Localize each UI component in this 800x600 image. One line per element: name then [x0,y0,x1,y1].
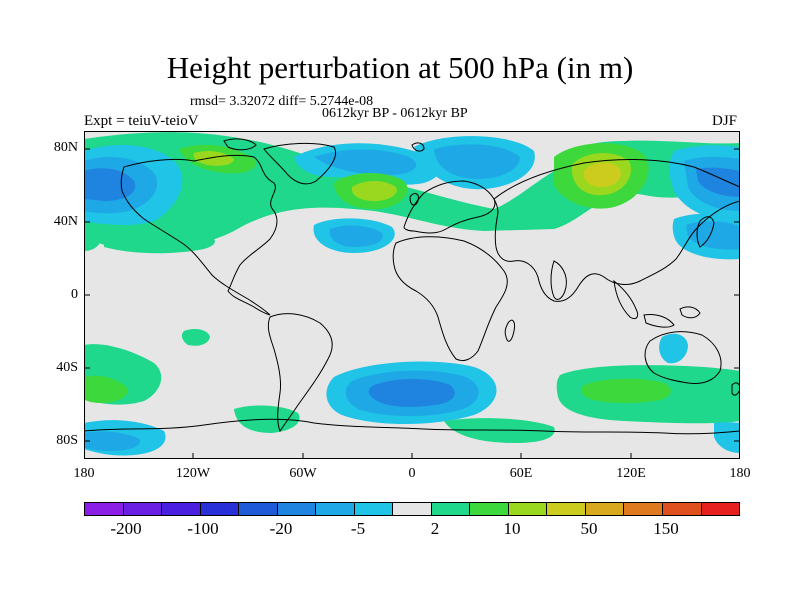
season-label: DJF [712,113,738,129]
contour-fill-europe-yellow [351,181,397,201]
coastline-ellesmere [223,138,257,151]
lon-label-0: 0 [408,466,416,481]
colorbar-swatch [393,503,432,515]
lon-label-120w: 120W [175,466,211,481]
lon-label-60e: 60E [509,466,533,481]
contour-fill-siberia-blue-core [434,144,520,179]
contour-fill-asia-gold [583,162,621,187]
colorbar-swatch [508,503,548,515]
colorbar-label: -100 [187,519,219,538]
contour-fill-antarctic-green [444,418,555,443]
lat-label-80s: 80S [56,433,78,448]
colorbar-swatch [624,503,663,515]
colorbar [84,502,740,516]
contour-fill-south-pacific-green-2 [181,329,210,346]
contour-fill-atlantic-blue-core [314,149,417,175]
contour-fill-south-indian-green-core [581,378,671,404]
stats-line: rmsd= 3.32072 diff= 5.2744e-08 [190,94,374,109]
coastline-southeast-asia [613,279,701,328]
contour-fill-west-edge-green [84,229,100,251]
contour-fill-antarctic-blue-west-core [84,431,141,451]
experiment-label: Expt = teiuV-teioV [84,113,199,129]
colorbar-swatch [162,503,201,515]
contour-fields [84,132,740,456]
coastline-india [550,260,567,300]
contour-fill-southern-ocean-blue-inner [368,379,455,407]
contour-fill-south-pacific-east-green [694,370,740,400]
contour-fill-south-pacific-green-core [84,375,128,403]
plot-title: Height perturbation at 500 hPa (in m) [166,50,634,85]
contour-fill-nw-pacific-core [686,221,740,250]
colorbar-swatch [547,503,586,515]
coastline-madagascar [504,319,515,342]
coastline-uk [409,193,419,206]
colorbar-swatch [316,503,355,515]
coastline-japan [696,216,715,248]
colorbar-swatch [277,503,317,515]
contour-fill-north-atlantic-low-core [329,225,383,247]
axis-ticks [84,148,740,459]
contour-fill-pacific-east-inner [696,167,740,197]
lon-label-120e: 120E [616,466,646,481]
coastline-antarctica [84,418,740,435]
lat-label-0: 0 [71,287,78,302]
colorbar-swatch [85,503,124,515]
colorbar-label: -20 [269,519,293,538]
lon-label-180w: 180 [73,466,95,481]
colorbar-swatch [701,503,740,515]
coastline-africa [392,236,508,362]
colorbar-swatch [239,503,278,515]
colorbar-label: 10 [503,519,521,538]
lat-label-40n: 40N [53,214,78,229]
colorbar-label: -5 [350,519,366,538]
lat-label-80n: 80N [53,140,78,155]
colorbar-swatch [431,503,471,515]
colorbar-swatch [585,503,625,515]
colorbar-swatch [123,503,163,515]
coastline-australia [644,331,722,384]
coastline-europe [403,180,496,234]
period-line: 0612kyr BP - 0612kyr BP [322,106,468,121]
coastline-asia [493,159,740,302]
colorbar-label: 150 [653,519,679,538]
contour-fill-south-pacific-small [84,349,104,366]
colorbar-swatch [200,503,240,515]
colorbar-swatch [470,503,509,515]
colorbar-swatch [354,503,394,515]
height-perturbation-map [84,131,740,459]
contour-fill-australia-blue [659,333,688,364]
coastline-north-america [120,154,278,316]
contour-fill-greenland-yellow [193,151,234,166]
coastlines [84,138,740,435]
colorbar-label: -200 [110,519,142,538]
coastline-svalbard [411,142,425,152]
colorbar-label: 2 [430,519,440,538]
contour-fill-antarctic-blue-east [714,422,740,453]
lon-label-180e: 180 [729,466,751,481]
lat-label-40s: 40S [56,360,78,375]
colorbar-swatch [662,503,702,515]
coastline-south-america [267,313,333,433]
lon-label-60w: 60W [289,466,317,481]
coastline-greenland [263,142,336,185]
colorbar-label: 50 [580,519,598,538]
